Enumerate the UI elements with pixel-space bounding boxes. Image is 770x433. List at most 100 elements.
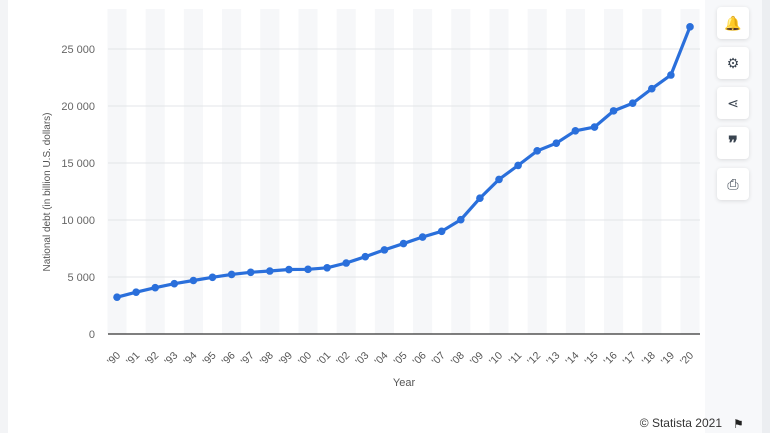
x-tick-label: '91	[124, 350, 142, 368]
data-point	[437, 227, 446, 236]
x-tick-label: '94	[181, 350, 199, 368]
data-point	[113, 293, 121, 301]
data-point	[208, 273, 217, 282]
data-point	[571, 127, 580, 135]
column-band	[527, 9, 547, 334]
share-icon: ⋖	[727, 94, 739, 111]
print-button[interactable]: ⎙	[717, 168, 749, 200]
left-strip	[0, 0, 8, 433]
statista-credit[interactable]: © Statista 2021	[639, 416, 722, 430]
data-point	[476, 194, 484, 203]
x-tick-label: '03	[353, 350, 371, 368]
data-point	[170, 279, 179, 288]
x-tick-label: '01	[315, 350, 333, 368]
x-tick-label: '98	[258, 350, 276, 368]
y-tick-label: 15 000	[61, 158, 95, 170]
data-point	[132, 288, 140, 297]
data-point	[648, 84, 656, 93]
cite-button[interactable]: ❞	[717, 127, 749, 159]
x-tick-label: '18	[640, 350, 658, 368]
y-axis-title: National debt (in billion U.S. dollars)	[42, 113, 53, 272]
x-tick-label: '04	[372, 350, 390, 368]
column-band	[260, 9, 280, 334]
x-tick-label: '97	[239, 350, 257, 368]
x-axis-title: Year	[393, 377, 416, 389]
column-band	[336, 9, 356, 334]
gear-icon: ⚙	[726, 54, 740, 71]
x-tick-label: '07	[430, 350, 448, 368]
x-tick-label: '12	[525, 350, 543, 368]
flag-icon[interactable]: ⚑	[733, 417, 744, 431]
y-tick-label: 5 000	[67, 272, 95, 284]
x-tick-label: '95	[200, 350, 218, 368]
column-band	[604, 9, 624, 334]
data-point	[266, 267, 274, 275]
column-band	[183, 9, 203, 334]
column-band	[374, 9, 394, 334]
column-band	[451, 9, 471, 334]
data-point	[361, 252, 370, 261]
data-point	[590, 123, 599, 131]
data-point	[609, 107, 618, 115]
column-band	[413, 9, 433, 334]
column-band	[489, 9, 509, 334]
data-point	[227, 270, 236, 279]
data-point	[189, 276, 198, 285]
x-tick-label: '08	[449, 350, 467, 368]
print-icon: ⎙	[727, 175, 739, 192]
data-point	[399, 239, 408, 248]
column-band	[642, 9, 662, 334]
column-band	[565, 9, 585, 334]
y-tick-label: 0	[89, 329, 95, 341]
x-tick-label: '00	[296, 350, 314, 368]
column-band	[298, 9, 318, 334]
x-tick-label: '92	[143, 350, 161, 368]
column-band	[145, 9, 165, 334]
data-point	[495, 175, 503, 184]
x-tick-label: '02	[334, 350, 352, 368]
data-point	[151, 283, 159, 292]
notification-button[interactable]: 🔔	[717, 7, 749, 39]
x-tick-label: '10	[487, 350, 505, 368]
x-tick-label: '06	[411, 350, 429, 368]
share-button[interactable]: ⋖	[717, 87, 749, 119]
x-tick-label: '09	[468, 350, 486, 368]
x-tick-label: '19	[659, 350, 677, 368]
x-tick-label: '93	[162, 350, 180, 368]
x-tick-label: '99	[277, 350, 295, 368]
x-tick-label: '20	[678, 350, 696, 368]
y-tick-label: 20 000	[61, 101, 95, 113]
column-band	[107, 9, 127, 334]
data-point	[380, 246, 389, 254]
data-point	[533, 147, 541, 155]
data-point	[628, 99, 637, 108]
data-point	[418, 233, 427, 241]
y-tick-label: 25 000	[61, 44, 95, 56]
bell-icon: 🔔	[724, 14, 742, 31]
data-point	[552, 139, 561, 147]
x-tick-label: '13	[544, 350, 562, 368]
data-point	[323, 264, 331, 272]
x-tick-label: '17	[621, 350, 639, 368]
x-tick-label: '90	[105, 350, 123, 368]
x-tick-label: '11	[507, 350, 525, 368]
data-point	[514, 161, 522, 170]
x-tick-label: '15	[582, 350, 600, 368]
data-point	[457, 215, 465, 224]
column-band	[222, 9, 242, 334]
data-point	[686, 23, 694, 31]
data-point	[342, 259, 351, 267]
settings-button[interactable]: ⚙	[717, 47, 749, 79]
data-point	[246, 268, 255, 277]
data-point	[285, 265, 293, 274]
x-tick-label: '14	[563, 350, 581, 368]
x-tick-label: '96	[220, 350, 238, 368]
quote-icon: ❞	[728, 132, 738, 153]
data-point	[304, 265, 312, 274]
y-tick-label: 10 000	[61, 215, 95, 227]
right-edge	[762, 0, 770, 433]
x-tick-label: '05	[391, 350, 409, 368]
data-point	[667, 71, 675, 79]
column-band	[680, 9, 700, 334]
